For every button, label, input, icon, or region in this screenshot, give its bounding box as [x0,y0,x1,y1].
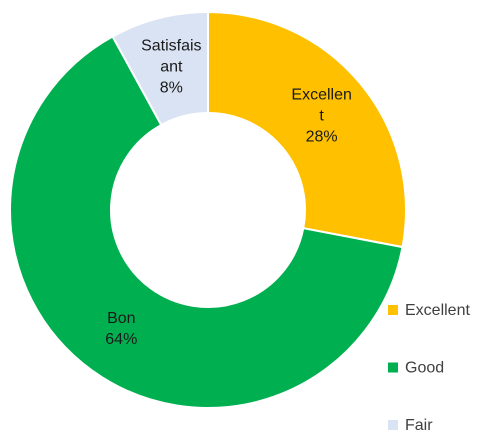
value-label: 64% [105,331,138,349]
data-label: Bon 64% [89,308,153,350]
value-label: 28% [305,128,338,146]
legend-label: Fair [405,417,433,433]
legend-label: Excellent [405,302,470,319]
value-label: 8% [159,79,183,97]
category-label: Excellent [291,86,352,125]
legend-swatch [388,305,398,315]
data-label: Satisfaisant 8% [139,36,203,99]
legend-label: Good [405,360,444,377]
legend-swatch [388,420,398,430]
donut-segment [111,10,209,127]
donut-segment [9,35,404,409]
legend-swatch [388,362,398,373]
donut-segment [207,10,407,249]
data-label: Excellent 28% [290,84,354,147]
category-label: Bon [107,310,136,328]
category-label: Satisfaisant [141,37,202,76]
